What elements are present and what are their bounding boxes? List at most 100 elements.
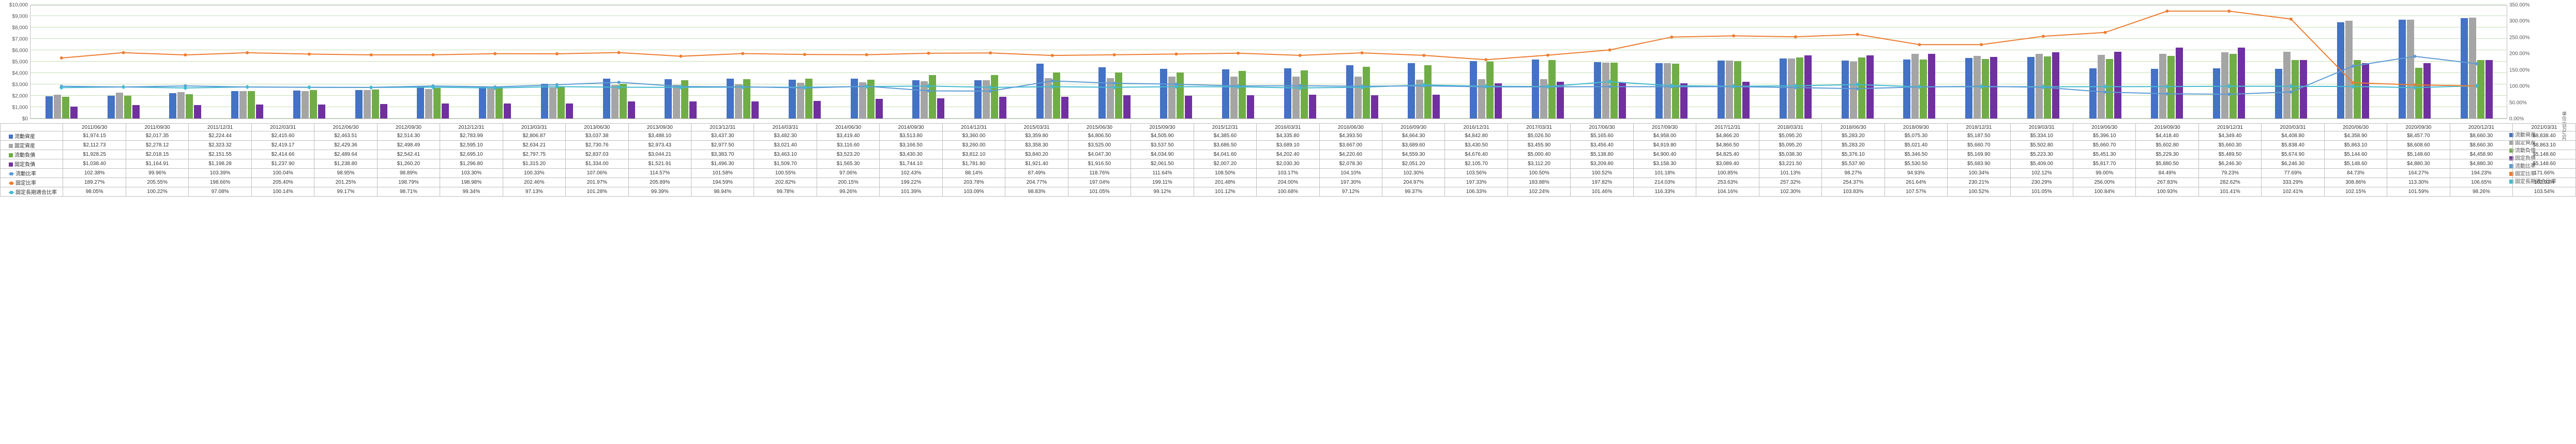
data-cell: 97.12% — [1319, 187, 1382, 197]
y-left-tick: $10,000 — [0, 3, 28, 8]
data-cell: $4,458.90 — [2450, 150, 2512, 159]
bar-固定資産 — [921, 81, 928, 119]
data-cell: $3,430.30 — [880, 150, 942, 159]
bar-流動資産 — [231, 91, 238, 119]
data-cell: $2,051.20 — [1382, 159, 1444, 169]
data-cell: 204.77% — [1005, 178, 1068, 187]
data-cell: $3,689.60 — [1382, 141, 1444, 150]
data-cell: $4,505.90 — [1131, 131, 1194, 141]
data-cell: 101.05% — [1068, 187, 1131, 197]
data-cell: 101.41% — [2198, 187, 2261, 197]
marker-固定比率 — [1422, 54, 1425, 57]
data-cell: $3,044.21 — [628, 150, 691, 159]
bar-固定資産 — [116, 93, 123, 119]
data-cell: $3,158.30 — [1633, 159, 1696, 169]
data-cell: $5,144.60 — [2324, 150, 2387, 159]
bar-固定資産 — [983, 80, 990, 119]
category-header: 2016/12/31 — [1445, 124, 1508, 131]
category-header: 2014/06/30 — [817, 124, 879, 131]
bar-固定資産 — [54, 95, 61, 119]
data-cell: 197.33% — [1445, 178, 1508, 187]
bar-固定資産 — [2159, 54, 2166, 119]
data-cell: $1,496.30 — [691, 159, 754, 169]
row-label: 固定長期適合比率 — [1, 187, 63, 197]
data-cell: 98.94% — [691, 187, 754, 197]
bar-固定資産 — [2407, 20, 2414, 119]
data-cell: 97.13% — [503, 187, 565, 197]
data-cell: $6,246.30 — [2198, 159, 2261, 169]
y-right-tick: 300.00% — [2509, 19, 2529, 24]
bar-固定負債 — [814, 101, 821, 119]
data-cell: $2,224.44 — [189, 131, 251, 141]
bar-固定資産 — [1911, 54, 1919, 119]
legend-swatch — [9, 183, 14, 184]
marker-流動比率 — [122, 85, 125, 88]
category-header: 2011/09/30 — [126, 124, 188, 131]
data-cell: 113.30% — [2387, 178, 2450, 187]
data-cell: 197.30% — [1319, 178, 1382, 187]
data-cell: $5,229.30 — [2136, 150, 2198, 159]
bar-流動負債 — [743, 79, 750, 119]
data-cell: 197.04% — [1068, 178, 1131, 187]
bar-流動資産 — [541, 84, 548, 119]
y-left-tick: $1,000 — [0, 105, 28, 111]
data-cell: 102.12% — [2010, 169, 2073, 178]
data-cell: $3,430.50 — [1445, 141, 1508, 150]
bar-流動負債 — [558, 86, 565, 119]
data-cell: $8,660.30 — [2450, 131, 2512, 141]
y-left-tick: $0 — [0, 116, 28, 122]
marker-固定比率 — [2289, 18, 2293, 21]
data-cell: $5,075.30 — [1885, 131, 1947, 141]
data-cell: $4,880.30 — [2387, 159, 2450, 169]
bar-流動負債 — [495, 86, 503, 119]
data-cell: 198.66% — [189, 178, 251, 187]
data-cell: 103.30% — [440, 169, 503, 178]
legend-swatch — [9, 153, 13, 157]
bar-固定負債 — [628, 101, 635, 119]
data-cell: $5,148.60 — [2513, 159, 2576, 169]
data-cell: $5,223.30 — [2010, 150, 2073, 159]
bar-固定負債 — [1928, 54, 1935, 119]
bar-固定負債 — [1866, 55, 1874, 119]
data-cell: 114.57% — [628, 169, 691, 178]
data-cell: $3,812.10 — [942, 150, 1005, 159]
data-cell: 100.52% — [1571, 169, 1633, 178]
data-cell: 100.55% — [754, 169, 817, 178]
bar-流動負債 — [433, 88, 441, 119]
category-header: 2019/06/30 — [2073, 124, 2135, 131]
data-cell: 100.52% — [1948, 187, 2010, 197]
bar-流動負債 — [1796, 57, 1803, 119]
category-header: 2013/09/30 — [628, 124, 691, 131]
bar-流動資産 — [1780, 58, 1787, 119]
data-cell: $2,112.73 — [63, 141, 126, 150]
bar-固定負債 — [1061, 97, 1068, 119]
y-left-tick: $5,000 — [0, 60, 28, 65]
data-cell: $8,863.10 — [2513, 141, 2576, 150]
data-cell: $1,164.91 — [126, 159, 188, 169]
data-cell: $4,041.60 — [1194, 150, 1256, 159]
data-cell: $2,463.51 — [314, 131, 377, 141]
marker-固定比率 — [308, 53, 311, 56]
bar-固定負債 — [2114, 52, 2121, 119]
bar-固定資産 — [1478, 79, 1485, 119]
data-cell: 116.33% — [1633, 187, 1696, 197]
category-header: 2016/09/30 — [1382, 124, 1444, 131]
data-cell: $4,919.80 — [1633, 141, 1696, 150]
data-cell: 77.69% — [2262, 169, 2324, 178]
data-cell: $2,542.41 — [377, 150, 440, 159]
data-cell: $4,806.50 — [1068, 131, 1131, 141]
data-cell: $1,509.70 — [754, 159, 817, 169]
bar-流動負債 — [1424, 65, 1432, 119]
data-cell: 199.11% — [1131, 178, 1194, 187]
data-cell: $2,018.15 — [126, 150, 188, 159]
bar-流動資産 — [1718, 61, 1725, 119]
bar-流動資産 — [1098, 67, 1106, 119]
y-left-tick: $6,000 — [0, 48, 28, 54]
bar-固定負債 — [1680, 83, 1688, 119]
marker-固定比率 — [493, 52, 496, 55]
bar-固定負債 — [1557, 82, 1564, 119]
data-cell: $5,095.20 — [1759, 131, 1821, 141]
data-cell: $2,973.43 — [628, 141, 691, 150]
bar-固定負債 — [1742, 82, 1750, 119]
data-cell: 100.22% — [126, 187, 188, 197]
